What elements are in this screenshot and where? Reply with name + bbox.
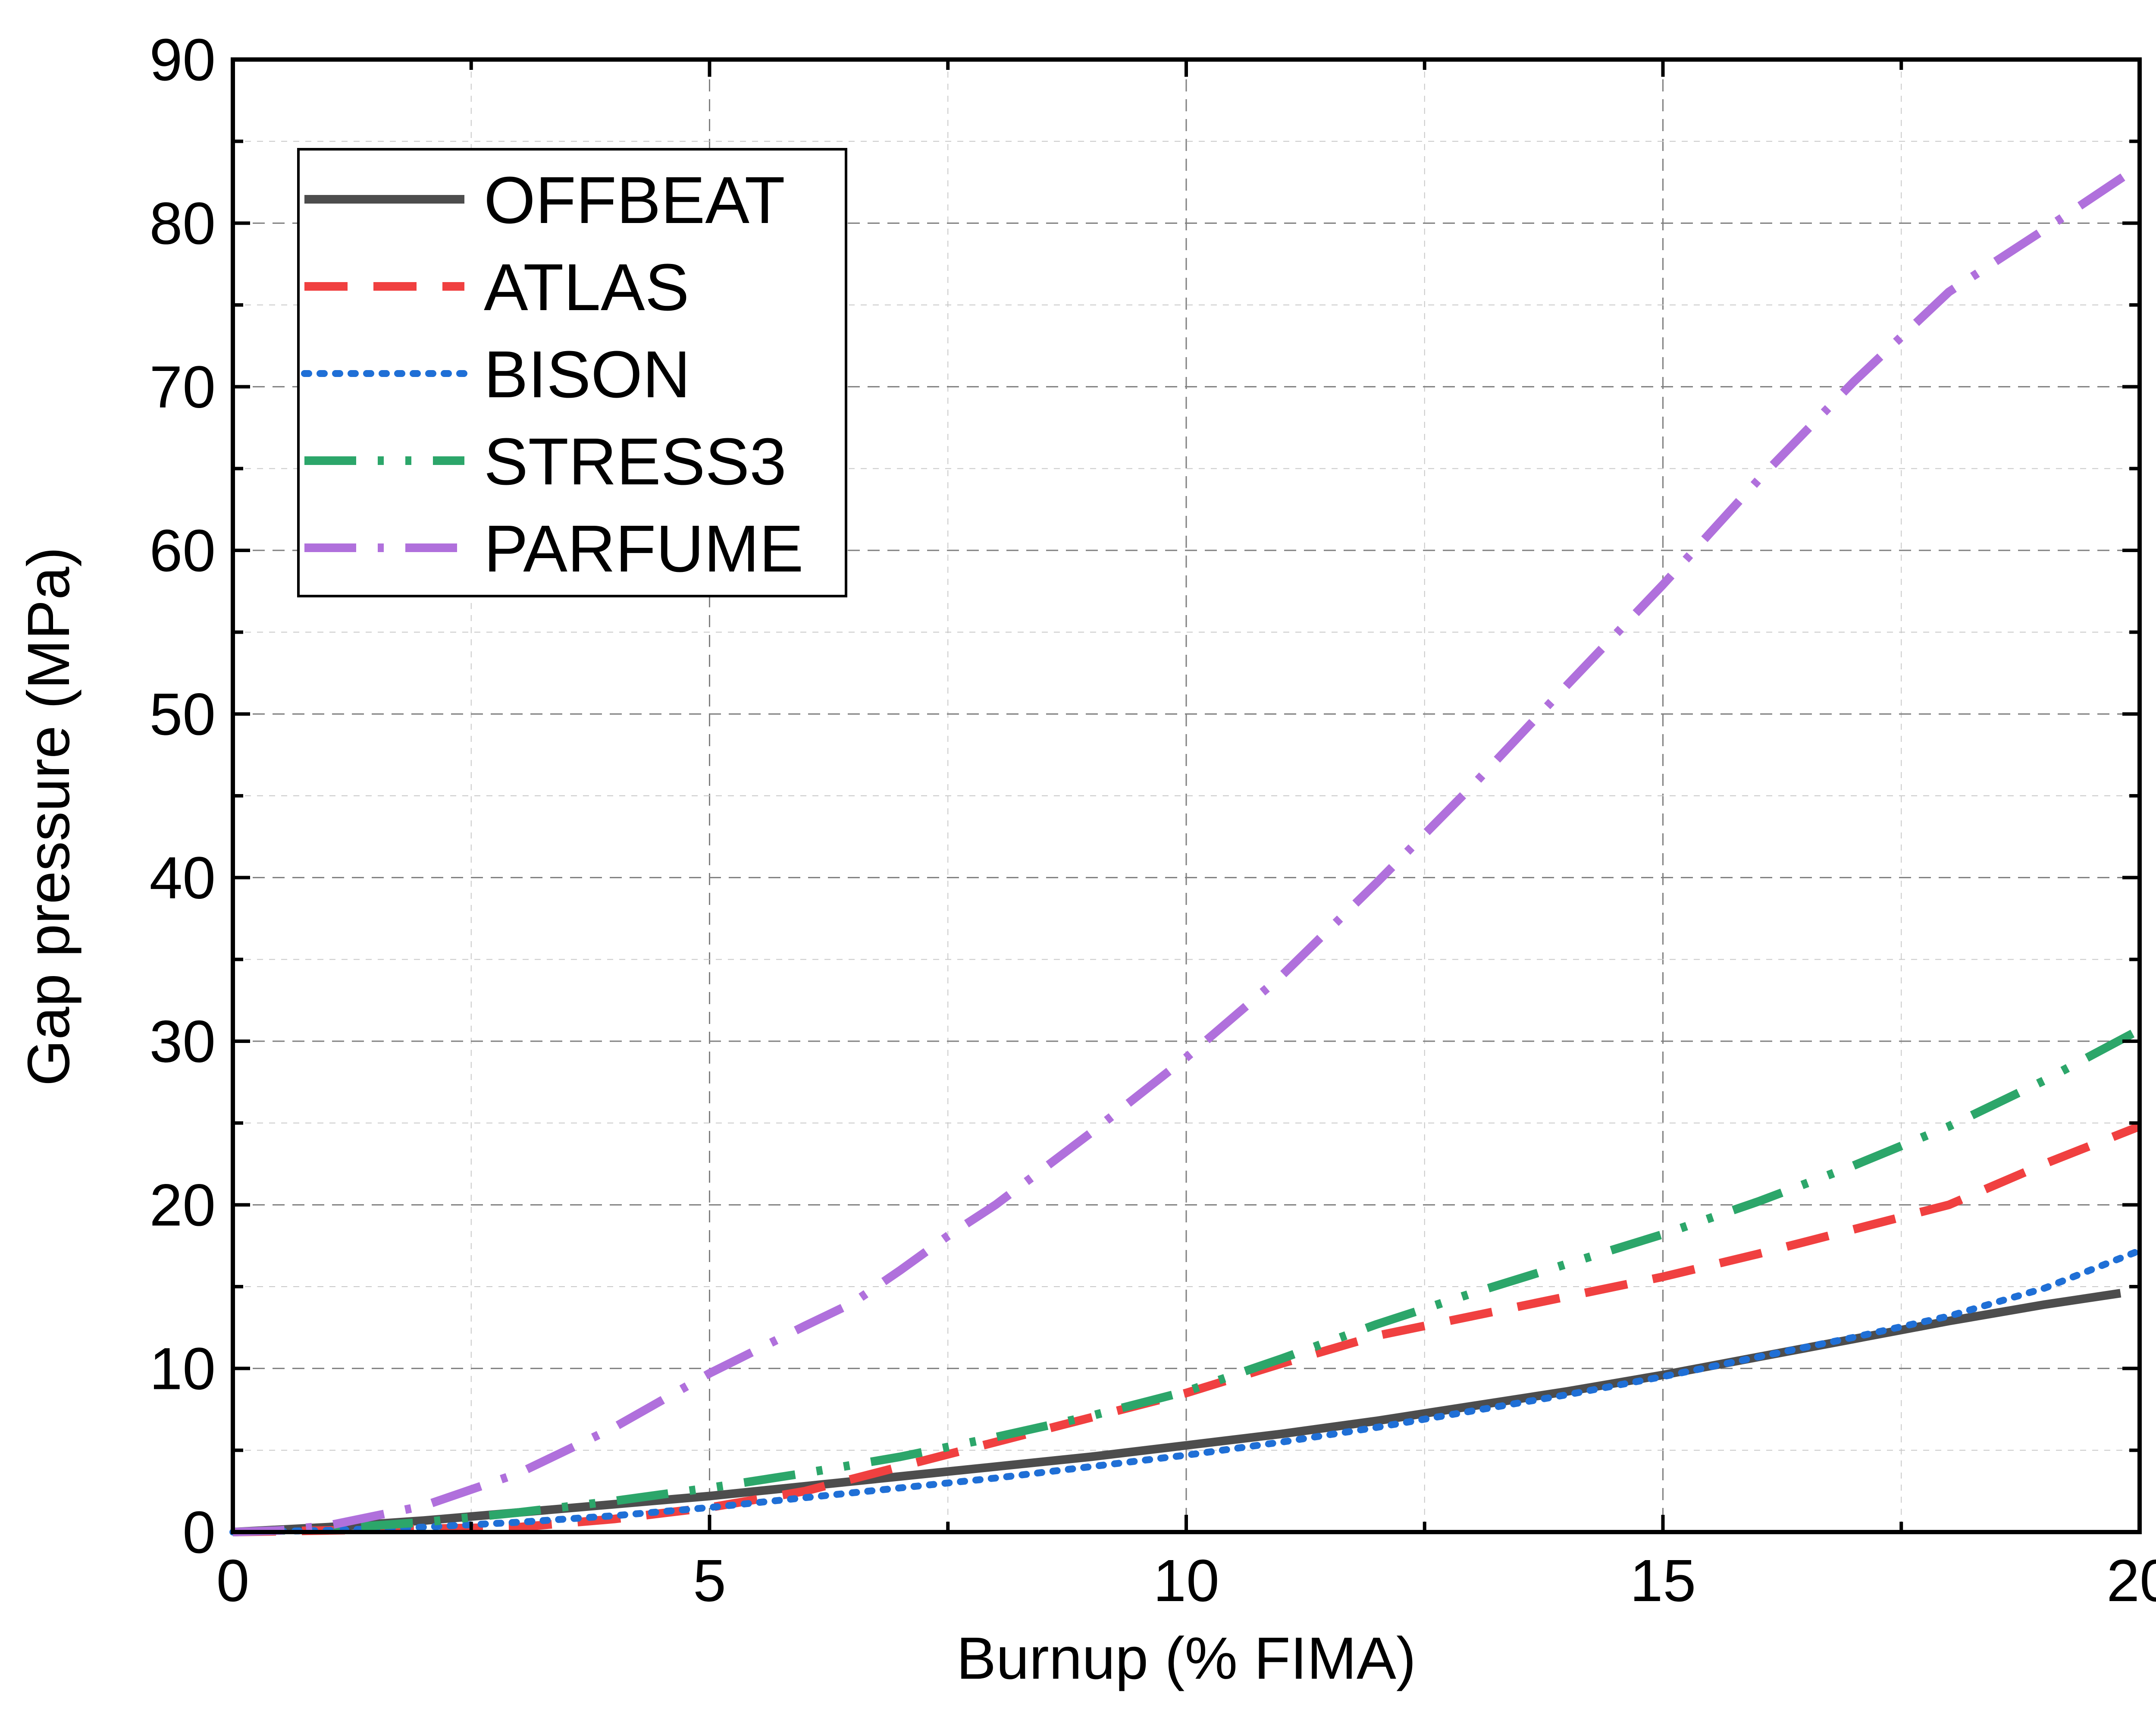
y-tick-label: 80 — [150, 190, 216, 257]
series-line-parfume — [232, 162, 2142, 1536]
plot-lines — [229, 162, 2143, 1536]
y-axis-title: Gap pressure (MPa) — [16, 547, 82, 1086]
legend-label-parfume: PARFUME — [484, 512, 804, 586]
legend-label-offbeat: OFFBEAT — [484, 163, 785, 237]
x-tick-label: 0 — [216, 1548, 250, 1614]
legend-label-stress3: STRESS3 — [484, 424, 787, 499]
legend-label-bison: BISON — [484, 337, 690, 411]
x-axis-title: Burnup (% FIMA) — [956, 1625, 1416, 1692]
y-tick-label: 60 — [150, 518, 216, 584]
ticks — [231, 58, 2141, 1534]
x-tick-labels: 0 5 10 15 20 — [216, 1548, 2156, 1614]
y-tick-label: 0 — [182, 1499, 216, 1566]
x-tick-label: 20 — [2106, 1548, 2156, 1614]
x-tick-label: 10 — [1153, 1548, 1219, 1614]
y-tick-labels: 0 10 20 30 40 50 60 70 80 90 — [150, 27, 216, 1566]
y-tick-label: 90 — [150, 27, 216, 93]
series-line-atlas — [232, 1122, 2141, 1536]
y-tick-label: 10 — [150, 1336, 216, 1402]
y-tick-label: 20 — [150, 1172, 216, 1238]
x-tick-label: 5 — [693, 1548, 726, 1614]
y-tick-label: 40 — [150, 845, 216, 911]
legend-label-atlas: ATLAS — [484, 250, 689, 324]
x-tick-label: 15 — [1630, 1548, 1696, 1614]
y-tick-label: 70 — [150, 354, 216, 421]
y-tick-label: 30 — [150, 1008, 216, 1075]
legend: OFFBEAT ATLAS BISON STRESS3 PARFUME — [297, 148, 847, 597]
series-line-bison — [229, 1247, 2143, 1536]
y-tick-label: 50 — [150, 681, 216, 747]
